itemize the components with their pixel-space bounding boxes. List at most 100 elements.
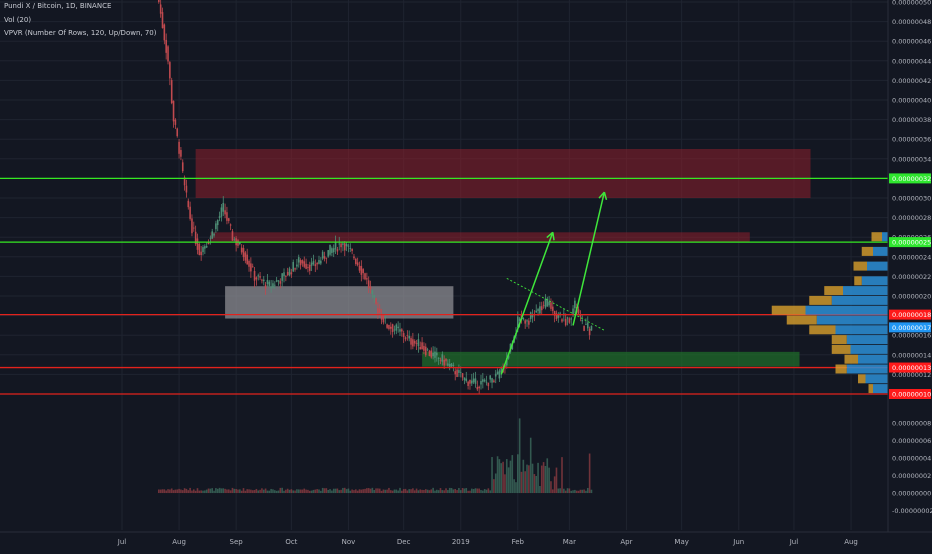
candle-body xyxy=(489,375,491,380)
time-tick-label: Aug xyxy=(844,538,858,546)
volume-bar xyxy=(537,462,539,494)
price-tick-label: 0.00000028 xyxy=(892,214,931,222)
volume-bar xyxy=(437,490,440,494)
volume-bar xyxy=(187,490,190,494)
volume-bar xyxy=(323,488,326,494)
candle-body xyxy=(253,270,256,281)
volume-bar xyxy=(553,476,556,494)
volume-bar xyxy=(264,488,267,494)
candle-body xyxy=(187,200,190,208)
candle-body xyxy=(288,268,291,276)
vpvr-indicator-label: VPVR (Number Of Rows, 120, Up/Down, 70) xyxy=(4,29,157,37)
candle-body xyxy=(423,345,425,351)
candle-body xyxy=(469,379,471,384)
volume-bar xyxy=(426,489,429,494)
volume-bar xyxy=(550,481,552,494)
volume-bar xyxy=(310,490,313,494)
candle-body xyxy=(437,357,440,359)
red-zone xyxy=(195,149,811,198)
candle-body xyxy=(303,261,306,267)
price-tick-label: 0.00000030 xyxy=(892,195,931,203)
volume-bar xyxy=(428,490,431,494)
candle-body xyxy=(588,328,591,336)
volume-bar xyxy=(286,488,289,494)
candle-body xyxy=(426,349,429,351)
arrowhead-right xyxy=(598,191,605,199)
candle-body xyxy=(448,363,451,367)
candle-body xyxy=(467,381,469,386)
vp-up-bar xyxy=(805,305,888,315)
volume-bar xyxy=(338,490,341,494)
time-tick-label: Jul xyxy=(789,538,799,546)
candle-body xyxy=(215,223,217,230)
candle-body xyxy=(382,314,385,323)
vp-up-bar xyxy=(835,325,888,335)
volume-bar xyxy=(270,488,272,494)
candle-body xyxy=(478,386,480,389)
volume-bar xyxy=(568,488,571,494)
candle-body xyxy=(185,185,188,193)
volume-bar xyxy=(522,459,525,494)
volume-bar xyxy=(251,490,254,494)
volume-bar xyxy=(384,489,387,494)
volume-bar xyxy=(502,461,504,494)
candle-body xyxy=(415,343,418,344)
volume-bar xyxy=(539,486,541,494)
candle-body xyxy=(261,279,263,281)
price-badge xyxy=(889,309,931,320)
candle-body xyxy=(279,281,282,284)
vp-up-bar xyxy=(843,286,888,296)
candle-body xyxy=(371,290,374,295)
candle-body xyxy=(183,177,186,186)
volume-bar xyxy=(533,474,536,494)
volume-bar xyxy=(176,489,179,494)
candle-body xyxy=(397,326,399,328)
candle-body xyxy=(257,275,260,277)
candle-body xyxy=(227,218,230,221)
volume-bar xyxy=(297,489,300,494)
vp-up-bar xyxy=(865,374,888,384)
volume-tick-label: 0.00000002 xyxy=(892,472,931,480)
vp-down-bar xyxy=(858,374,866,384)
candle-body xyxy=(445,358,447,362)
volume-bar xyxy=(205,489,208,494)
candle-body xyxy=(277,280,280,282)
candle-body xyxy=(548,301,550,306)
volume-bar xyxy=(305,489,307,494)
candle-body xyxy=(331,248,333,253)
time-tick-label: Mar xyxy=(563,538,576,546)
volume-bar xyxy=(478,488,480,494)
candle-body xyxy=(274,284,276,286)
candle-body xyxy=(524,320,526,324)
time-tick-label: Jun xyxy=(732,538,744,546)
candle-body xyxy=(366,278,368,280)
time-tick-label: Sep xyxy=(230,538,244,546)
candle-body xyxy=(248,260,250,267)
candle-body xyxy=(191,218,193,234)
candle-body xyxy=(493,380,495,383)
volume-bar xyxy=(391,490,394,494)
volume-bar xyxy=(441,490,444,494)
volume-bar xyxy=(181,490,184,494)
volume-bar xyxy=(412,488,414,494)
volume-bar xyxy=(226,489,228,494)
volume-bar xyxy=(165,490,167,494)
candle-body xyxy=(378,308,381,313)
vp-up-bar xyxy=(873,384,888,394)
volume-bar xyxy=(388,487,390,494)
vp-down-bar xyxy=(853,261,867,271)
candle-body xyxy=(454,371,457,375)
volume-bar xyxy=(524,471,526,494)
volume-bar xyxy=(327,489,329,494)
candle-body xyxy=(321,251,324,259)
candle-body xyxy=(226,212,228,221)
vp-up-bar xyxy=(867,261,888,271)
volume-bar xyxy=(331,490,333,494)
candle-body xyxy=(220,207,223,217)
volume-bar xyxy=(204,490,206,494)
volume-bar xyxy=(185,488,188,494)
